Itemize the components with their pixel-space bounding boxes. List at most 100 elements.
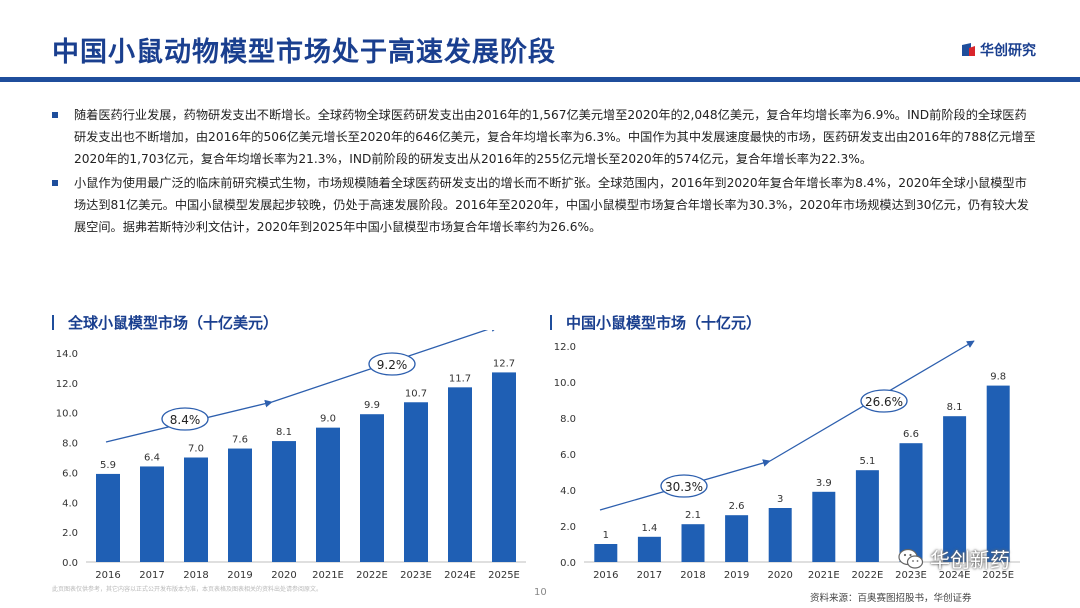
bullet-item: 随着医药行业发展，药物研发支出不断增长。全球药物全球医药研发支出由2016年的1… [52, 104, 1037, 170]
bar [448, 387, 472, 562]
china-chart-title: 中国小鼠模型市场（十亿元） [550, 312, 761, 333]
bullet-item: 小鼠作为使用最广泛的临床前研究模式生物，市场规模随着全球医药研发支出的增长而不断… [52, 172, 1037, 238]
value-label: 9.8 [990, 372, 1006, 383]
x-tick-label: 2017 [139, 570, 164, 581]
y-tick-label: 4.0 [62, 498, 78, 509]
x-tick-label: 2017 [637, 570, 662, 581]
cagr-oval [161, 407, 209, 431]
bullet-square-icon [52, 112, 58, 118]
bar [184, 457, 208, 562]
y-tick-label: 14.0 [56, 349, 78, 360]
china-mouse-model-chart: 0.0 2.0 4.0 6.0 8.0 10.0 12.0 1 2016 1.4 2017 2.1 20… [554, 340, 1020, 581]
bar [986, 385, 1010, 562]
bar [855, 470, 879, 562]
y-tick-label: 6.0 [62, 468, 78, 479]
value-label: 7.6 [232, 435, 248, 446]
y-tick-label: 12.0 [56, 379, 78, 390]
y-tick-label: 0.0 [62, 558, 78, 569]
global-mouse-model-chart: 0.0 2.0 4.0 6.0 8.0 10.0 12.0 14.0 5.9 2016 6.4 201… [56, 330, 526, 581]
wechat-icon [898, 548, 924, 569]
value-label: 2.1 [685, 510, 701, 521]
cagr-label: 26.6% [865, 395, 903, 409]
value-label: 6.4 [144, 452, 160, 463]
bullet-list: 随着医药行业发展，药物研发支出不断增长。全球药物全球医药研发支出由2016年的1… [52, 104, 1037, 240]
x-tick-label: 2025E [982, 570, 1014, 581]
x-tick-label: 2018 [680, 570, 705, 581]
bar [899, 443, 923, 562]
x-tick-label: 2022E [852, 570, 884, 581]
bar [812, 491, 836, 562]
slide-header: 中国小鼠动物模型市场处于高速发展阶段 华创研究 [0, 0, 1080, 84]
value-label: 7.0 [188, 444, 204, 455]
bar [492, 372, 516, 562]
y-tick-label: 10.0 [56, 409, 78, 420]
y-tick-label: 0.0 [560, 558, 576, 569]
x-tick-label: 2019 [724, 570, 749, 581]
bar [272, 441, 296, 562]
value-label: 6.6 [903, 429, 919, 440]
y-tick-label: 6.0 [560, 450, 576, 461]
watermark: 华创新药 [898, 544, 1010, 573]
value-label: 9.9 [364, 400, 380, 411]
x-tick-label: 2020 [271, 570, 296, 581]
value-label: 11.7 [449, 373, 471, 384]
x-tick-label: 2021E [312, 570, 344, 581]
y-tick-label: 12.0 [554, 342, 576, 353]
y-tick-label: 4.0 [560, 486, 576, 497]
x-tick-label: 2023E [895, 570, 927, 581]
footnote: 此页图表仅供参考，其它内容以正式公开发布版本为准，本页表格及图表相关的资料出处请… [52, 586, 323, 593]
y-tick-label: 8.0 [62, 439, 78, 450]
global-chart-title: 全球小鼠模型市场（十亿美元） [52, 312, 278, 333]
page-number: 10 [534, 587, 547, 598]
bar [360, 414, 384, 562]
bullet-square-icon [52, 180, 58, 186]
slide-title: 中国小鼠动物模型市场处于高速发展阶段 [52, 37, 556, 68]
x-tick-label: 2018 [183, 570, 208, 581]
bar [943, 416, 967, 562]
y-tick-label: 8.0 [560, 414, 576, 425]
value-label: 3.9 [816, 478, 832, 489]
title-accent-bar [52, 315, 54, 330]
value-label: 12.7 [493, 358, 515, 369]
bar [228, 448, 252, 562]
value-label: 2.6 [729, 501, 745, 512]
cagr-label: 8.4% [170, 413, 201, 427]
bar [316, 427, 340, 562]
x-tick-label: 2019 [227, 570, 252, 581]
cagr-oval [860, 389, 908, 413]
y-tick-label: 2.0 [560, 522, 576, 533]
bar [637, 536, 661, 562]
x-tick-label: 2025E [488, 570, 520, 581]
header-rule [0, 77, 1080, 82]
value-label: 10.7 [405, 388, 427, 399]
value-label: 1 [603, 530, 609, 541]
value-label: 8.1 [947, 402, 963, 413]
x-tick-label: 2016 [95, 570, 120, 581]
bar [594, 544, 618, 562]
title-accent-bar [550, 315, 552, 330]
y-tick-label: 10.0 [554, 378, 576, 389]
china-chart-title-text: 中国小鼠模型市场（十亿元） [566, 314, 762, 332]
cagr-oval [368, 352, 416, 376]
logo-mark-icon [962, 43, 975, 56]
x-tick-label: 2016 [593, 570, 618, 581]
cagr-oval [660, 474, 708, 498]
brand-logo: 华创研究 [960, 40, 1036, 60]
value-label: 5.9 [100, 460, 116, 471]
x-tick-label: 2024E [444, 570, 476, 581]
bar [768, 508, 792, 562]
value-label: 8.1 [276, 427, 292, 438]
cagr-label: 30.3% [665, 480, 703, 494]
bullet-text: 小鼠作为使用最广泛的临床前研究模式生物，市场规模随着全球医药研发支出的增长而不断… [74, 176, 1029, 234]
value-label: 1.4 [641, 523, 657, 534]
value-label: 9.0 [320, 414, 336, 425]
global-chart-title-text: 全球小鼠模型市场（十亿美元） [68, 314, 279, 332]
bullet-text: 随着医药行业发展，药物研发支出不断增长。全球药物全球医药研发支出由2016年的1… [74, 108, 1036, 166]
watermark-text: 华创新药 [930, 548, 1010, 572]
x-tick-label: 2024E [939, 570, 971, 581]
value-label: 5.1 [859, 456, 875, 467]
x-tick-label: 2021E [808, 570, 840, 581]
logo-text: 华创研究 [980, 43, 1036, 59]
value-label: 3 [777, 494, 783, 505]
source-note: 资料来源：百奥赛图招股书，华创证券 [810, 593, 972, 604]
